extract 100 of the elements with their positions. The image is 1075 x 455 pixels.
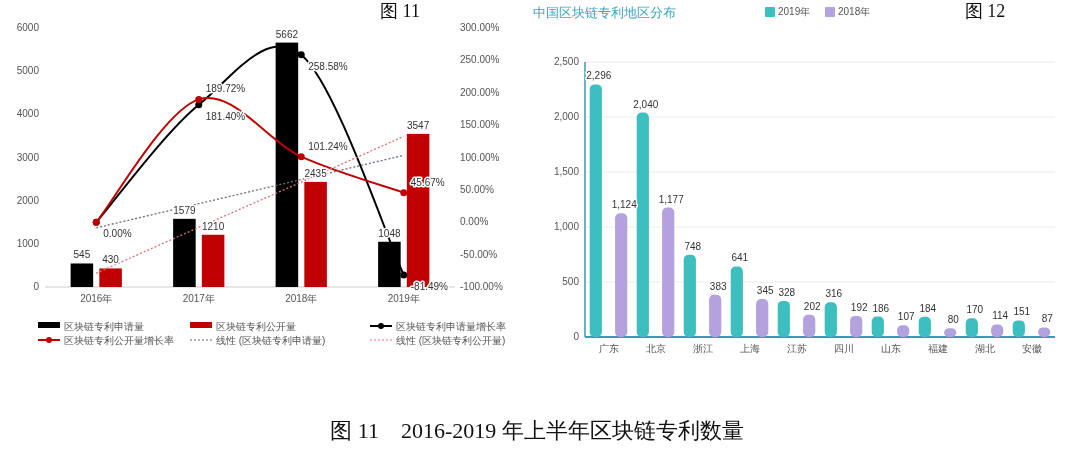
legend-label: 区块链专利申请量增长率 xyxy=(396,320,506,332)
y-tick-label: 2000 xyxy=(16,194,40,206)
x-tick-label: 山东 xyxy=(880,343,901,354)
data-label: 186 xyxy=(872,302,890,314)
x-tick-label: 江苏 xyxy=(786,343,807,354)
data-label: -81.49% xyxy=(410,281,449,293)
bar xyxy=(99,268,122,287)
bar xyxy=(871,316,884,337)
y2-tick-label: 0.00% xyxy=(460,216,489,228)
x-tick-label: 2018年 xyxy=(285,293,318,304)
data-label: 87 xyxy=(1041,313,1054,325)
y-tick-label: 500 xyxy=(562,276,580,287)
bar xyxy=(589,84,602,337)
data-label: 107 xyxy=(897,311,915,323)
bar xyxy=(756,299,769,337)
data-label: 748 xyxy=(684,240,702,252)
legend-label: 区块链专利公开量增长率 xyxy=(64,334,174,346)
y2-tick-label: 150.00% xyxy=(460,119,500,131)
legend-label: 线性 (区块链专利公开量) xyxy=(396,334,506,346)
y2-tick-label: 300.00% xyxy=(460,22,500,33)
data-label: 202 xyxy=(803,300,821,312)
y-tick-label: 1,000 xyxy=(553,221,580,232)
y-tick-label: 1000 xyxy=(16,237,40,249)
bar xyxy=(683,254,696,337)
legend-label: 线性 (区块链专利申请量) xyxy=(216,334,326,346)
bar xyxy=(70,263,94,287)
bar xyxy=(173,218,196,287)
point xyxy=(400,189,408,197)
y2-tick-label: 250.00% xyxy=(460,54,500,66)
y-tick-label: 4000 xyxy=(16,108,40,120)
bar xyxy=(1012,320,1025,337)
x-tick-label: 上海 xyxy=(739,343,760,354)
line-series xyxy=(95,135,405,274)
chart-title: 中国区块链专利地区分布 xyxy=(533,5,676,20)
y2-tick-label: -50.00% xyxy=(460,248,498,260)
y-tick-label: 3000 xyxy=(16,151,40,163)
data-label: 641 xyxy=(731,252,749,264)
point xyxy=(400,271,408,279)
bar xyxy=(201,234,225,287)
y2-tick-label: 50.00% xyxy=(460,183,495,195)
caption: 图 11 2016-2019 年上半年区块链专利数量 xyxy=(330,418,744,443)
legend-label: 区块链专利公开量 xyxy=(216,320,296,332)
data-label: 151 xyxy=(1013,306,1031,318)
point xyxy=(297,51,305,59)
data-label: 328 xyxy=(778,286,796,298)
data-label: 5662 xyxy=(275,28,299,40)
data-label: 430 xyxy=(102,254,120,266)
y-tick-label: 0 xyxy=(573,331,580,342)
legend-label: 2019年 xyxy=(778,5,811,17)
data-label: 0.00% xyxy=(103,228,132,240)
data-label: 184 xyxy=(919,302,937,314)
x-tick-label: 湖北 xyxy=(974,343,995,354)
y2-tick-label: 100.00% xyxy=(460,151,500,163)
bar xyxy=(824,302,837,337)
x-tick-label: 福建 xyxy=(927,343,948,354)
caption: 图 12 xyxy=(964,1,1006,21)
data-label: 2,040 xyxy=(633,98,659,110)
y-tick-label: 6000 xyxy=(16,22,40,33)
bar xyxy=(636,112,649,337)
point xyxy=(195,95,203,103)
x-tick-label: 广东 xyxy=(598,343,619,354)
data-label: 3547 xyxy=(406,119,430,131)
data-label: 101.24% xyxy=(308,140,348,152)
point xyxy=(297,153,305,161)
y-tick-label: 5000 xyxy=(16,65,40,77)
x-tick-label: 北京 xyxy=(645,343,666,354)
data-label: 1210 xyxy=(201,220,225,232)
data-label: 170 xyxy=(966,304,984,316)
data-label: 80 xyxy=(947,314,960,326)
x-tick-label: 2016年 xyxy=(80,293,113,304)
data-label: 1579 xyxy=(173,204,196,216)
x-tick-label: 安徽 xyxy=(1021,343,1042,354)
bar xyxy=(803,314,816,337)
y-tick-label: 1,500 xyxy=(553,166,580,177)
x-tick-label: 浙江 xyxy=(692,343,713,354)
bar xyxy=(850,315,863,337)
bar xyxy=(730,266,743,337)
bar xyxy=(965,318,978,337)
data-label: 114 xyxy=(992,310,1009,322)
x-tick-label: 2019年 xyxy=(387,293,420,304)
data-label: 181.40% xyxy=(205,110,246,122)
bar xyxy=(662,207,675,337)
data-label: 545 xyxy=(73,249,91,261)
data-label: 192 xyxy=(850,301,868,313)
y-tick-label: 2,000 xyxy=(553,111,580,122)
y-tick-label: 2,500 xyxy=(553,56,580,67)
caption: 图 11 xyxy=(380,1,420,21)
y-tick-label: 0 xyxy=(33,281,40,292)
data-label: 345 xyxy=(756,285,774,297)
x-tick-label: 2017年 xyxy=(182,293,215,304)
bar xyxy=(918,316,931,337)
data-label: 383 xyxy=(709,280,727,292)
x-tick-label: 四川 xyxy=(833,343,854,354)
bar xyxy=(709,294,722,337)
y2-tick-label: -100.00% xyxy=(460,281,503,292)
data-label: 316 xyxy=(825,288,843,300)
data-label: 2,296 xyxy=(586,70,612,82)
data-label: 1,177 xyxy=(658,193,685,205)
y2-tick-label: 200.00% xyxy=(460,86,500,98)
data-label: 1,124 xyxy=(611,199,638,211)
